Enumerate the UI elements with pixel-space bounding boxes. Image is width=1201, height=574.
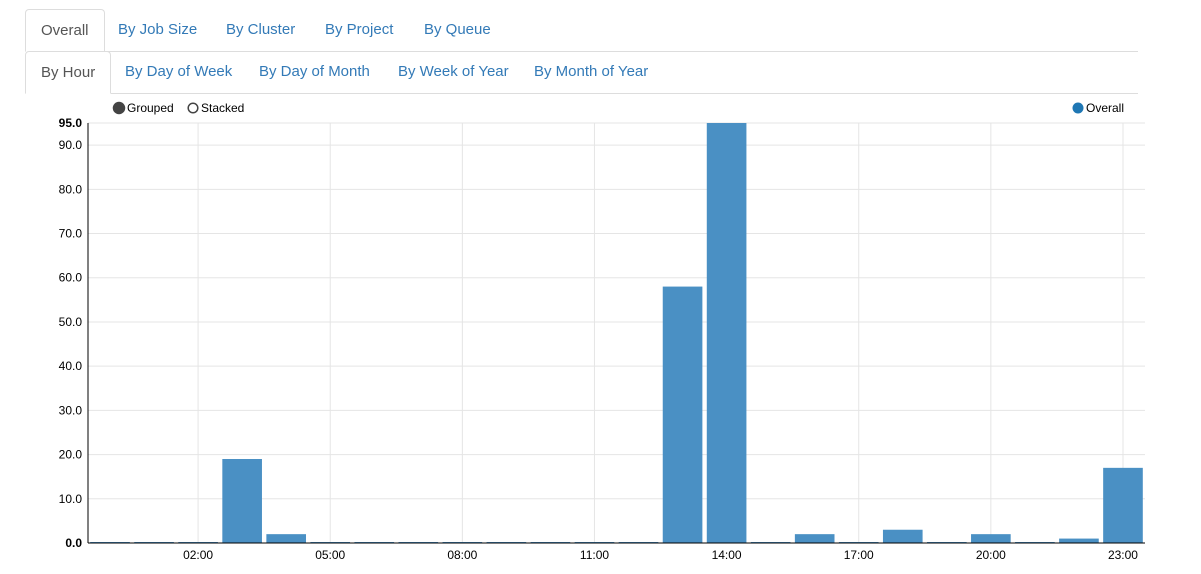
tab-by-week-of-year[interactable]: By Week of Year — [398, 63, 509, 80]
tab-by-day-of-week[interactable]: By Day of Week — [125, 63, 233, 80]
y-tick-label: 80.0 — [59, 182, 83, 196]
stacked-option[interactable]: Stacked — [187, 101, 244, 115]
tab-overall[interactable]: Overall — [25, 9, 105, 52]
y-tick-label: 90.0 — [59, 138, 83, 152]
tab-by-job-size[interactable]: By Job Size — [118, 21, 198, 38]
bar-14:00[interactable] — [706, 123, 747, 543]
x-tick-label: 14:00 — [712, 548, 742, 562]
y-tick-label: 20.0 — [59, 448, 83, 462]
y-tick-label: 0.0 — [65, 536, 82, 550]
x-tick-label: 08:00 — [447, 548, 477, 562]
bar-16:00[interactable] — [794, 534, 835, 543]
tab-by-month-of-year[interactable]: By Month of Year — [534, 63, 649, 80]
bar-13:00[interactable] — [662, 286, 703, 543]
y-tick-label: 70.0 — [59, 227, 83, 241]
chart-bars — [90, 123, 1143, 543]
tab-by-queue[interactable]: By Queue — [424, 21, 491, 38]
chart-axes: 0.0 10.0 20.0 30.0 40.0 50.0 60.0 70.0 80.0 90.0 9… — [59, 116, 1145, 562]
bar-03:00[interactable] — [222, 459, 262, 543]
x-tick-label: 02:00 — [183, 548, 213, 562]
stacked-radio-icon[interactable] — [187, 102, 199, 114]
legend-swatch-icon[interactable] — [1072, 102, 1084, 114]
y-tick-label: 10.0 — [59, 492, 83, 506]
tab-by-project[interactable]: By Project — [325, 21, 394, 38]
tab-by-hour[interactable]: By Hour — [25, 51, 112, 94]
grouped-radio-icon[interactable] — [112, 101, 126, 115]
y-tick-label: 95.0 — [59, 116, 83, 130]
chart-grid — [88, 122, 1145, 544]
bar-04:00[interactable] — [266, 534, 307, 543]
primary-tabs: Overall By Job Size By Cluster By Projec… — [25, 9, 1138, 52]
tab-by-day-of-month[interactable]: By Day of Month — [259, 63, 370, 80]
x-tick-label: 11:00 — [580, 548, 609, 562]
y-tick-label: 30.0 — [59, 403, 83, 417]
x-tick-label: 20:00 — [976, 548, 1006, 562]
bar-23:00[interactable] — [1103, 467, 1143, 543]
y-tick-label: 60.0 — [59, 271, 83, 285]
legend[interactable]: Overall — [1072, 101, 1125, 115]
stacked-label: Stacked — [201, 101, 244, 115]
legend-label: Overall — [1086, 101, 1124, 115]
grouped-label: Grouped — [127, 101, 174, 115]
x-tick-label: 23:00 — [1108, 548, 1138, 562]
x-tick-label: 05:00 — [315, 548, 345, 562]
x-tick-label: 17:00 — [844, 548, 874, 562]
secondary-tabs: By Hour By Day of Week By Day of Month B… — [25, 51, 1138, 94]
bar-18:00[interactable] — [882, 529, 923, 543]
grouped-option[interactable]: Grouped — [112, 101, 174, 115]
hourly-bar-chart: 0.0 10.0 20.0 30.0 40.0 50.0 60.0 70.0 80.0 90.0 9… — [59, 101, 1145, 562]
y-tick-label: 40.0 — [59, 359, 83, 373]
y-tick-label: 50.0 — [59, 315, 83, 329]
tab-by-cluster[interactable]: By Cluster — [226, 21, 296, 38]
bar-20:00[interactable] — [971, 534, 1011, 543]
bar-22:00[interactable] — [1059, 538, 1099, 543]
